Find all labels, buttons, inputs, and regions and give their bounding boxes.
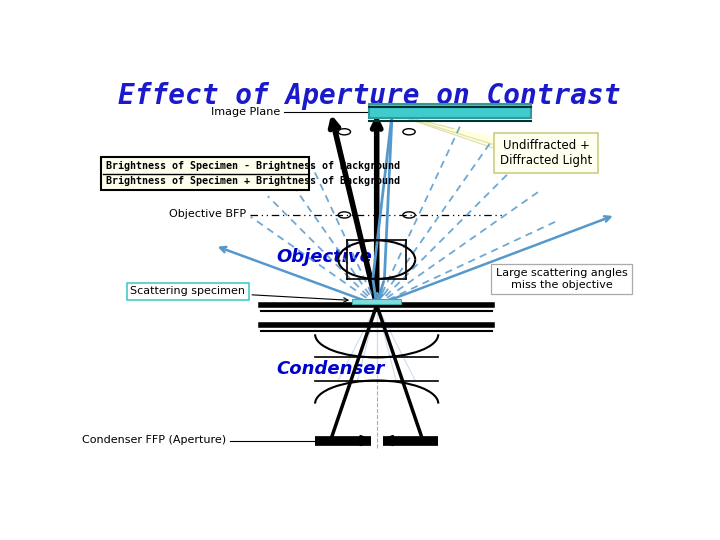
Polygon shape: [392, 113, 542, 164]
Bar: [352, 299, 401, 303]
Text: Objective BFP: Objective BFP: [168, 209, 246, 219]
Text: Large scattering angles
miss the objective: Large scattering angles miss the objecti…: [495, 268, 627, 289]
Text: Undiffracted +
Diffracted Light: Undiffracted + Diffracted Light: [500, 139, 593, 167]
Text: Image Plane: Image Plane: [211, 107, 281, 117]
Text: Condenser FFP (Aperture): Condenser FFP (Aperture): [82, 435, 227, 445]
Text: Objective: Objective: [276, 248, 372, 266]
Bar: [101, 157, 309, 190]
Text: Condenser: Condenser: [276, 360, 385, 378]
Text: Effect of Aperture on Contrast: Effect of Aperture on Contrast: [118, 82, 620, 110]
Text: Scattering specimen: Scattering specimen: [130, 286, 348, 302]
Text: Brightness of Specimen - Brightness of Background: Brightness of Specimen - Brightness of B…: [106, 161, 400, 171]
Text: Brightness of Specimen + Brightness of Background: Brightness of Specimen + Brightness of B…: [106, 177, 400, 186]
Bar: [369, 104, 531, 118]
